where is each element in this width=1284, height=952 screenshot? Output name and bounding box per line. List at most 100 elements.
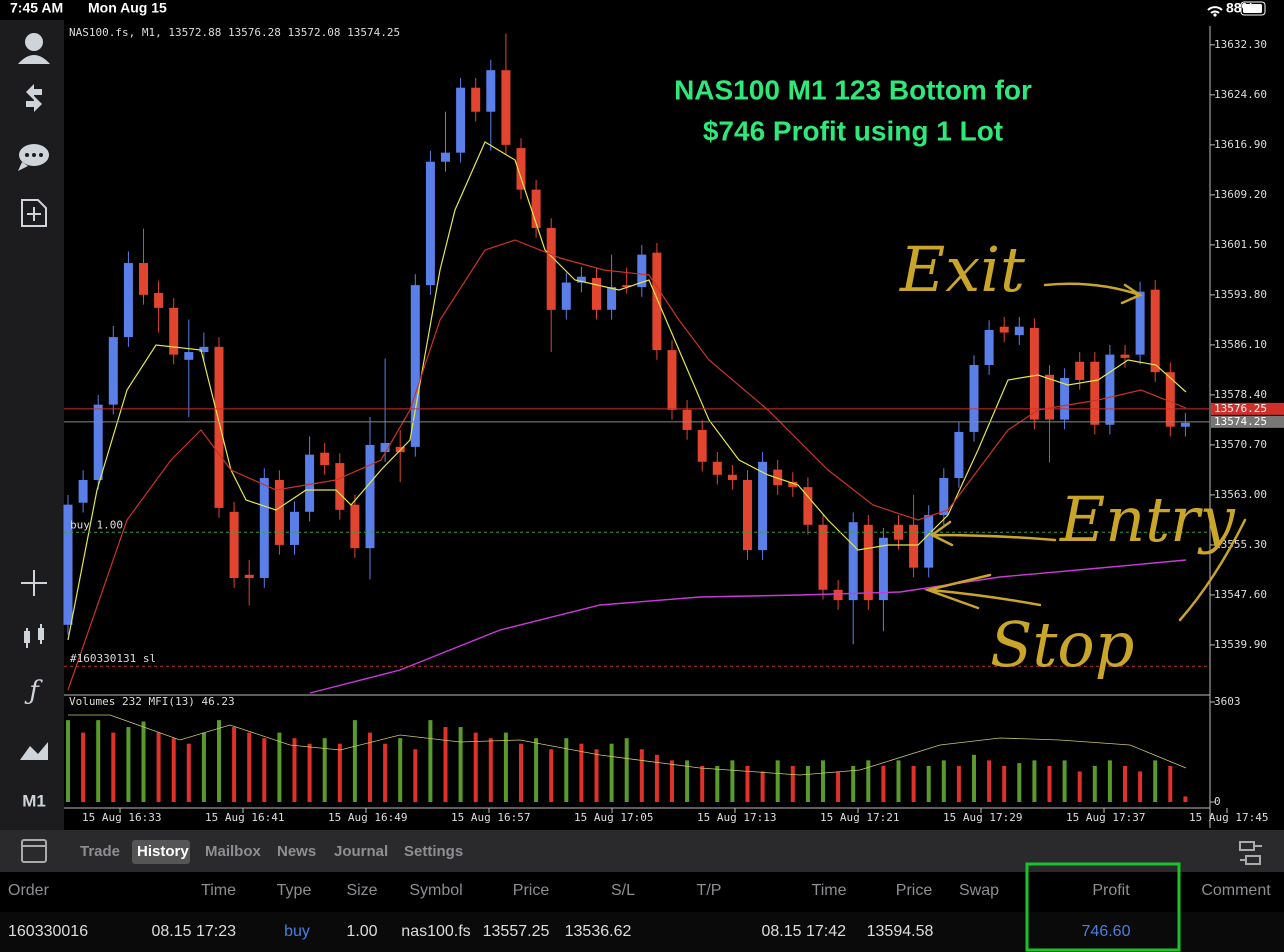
candle-body (78, 479, 88, 503)
candle-body (335, 463, 345, 510)
bid-tag (1211, 415, 1284, 428)
bid-tag-label: 13574.25 (1214, 415, 1267, 428)
annotation-title: $746 Profit using 1 Lot (703, 115, 1003, 146)
volume-bar (262, 738, 267, 802)
tab[interactable]: Trade (80, 843, 120, 860)
candle-body (365, 444, 375, 549)
candle-body (954, 431, 964, 479)
volume-bar (368, 732, 372, 802)
volume-bar (292, 738, 297, 802)
column-header: S/L (611, 882, 635, 899)
price-tick-label: 13555.30 (1214, 538, 1267, 551)
layout-icon[interactable] (1239, 841, 1262, 865)
candle-body (320, 452, 330, 466)
indicators-icon[interactable]: ƒ (24, 676, 43, 706)
volume-bar (987, 760, 992, 802)
volume-bar (760, 771, 765, 802)
column-header: Price (896, 882, 933, 899)
volume-bar (790, 765, 795, 802)
volume-bar (519, 743, 523, 802)
new-order-icon[interactable] (21, 199, 47, 227)
candle-body (1045, 374, 1054, 420)
candle-body (1075, 361, 1085, 380)
volume-bar (141, 721, 146, 802)
volume-bar (488, 738, 493, 802)
column-header: Time (812, 882, 847, 899)
candle-body (1014, 326, 1024, 336)
candle-body (1029, 328, 1039, 420)
candle-body (516, 148, 526, 190)
volume-bar (579, 743, 584, 802)
candle-body (169, 307, 179, 355)
volume-bar (186, 743, 191, 802)
mfi-line (68, 714, 1187, 776)
timeframe-button[interactable]: M1 (22, 791, 46, 810)
crosshair-icon[interactable] (21, 570, 47, 596)
chart-area (64, 26, 1210, 828)
volume-bar (730, 760, 735, 802)
candle-body (682, 409, 692, 430)
tab[interactable]: History (137, 843, 189, 860)
table-cell: 08.15 17:23 (151, 923, 236, 940)
candle-body (425, 161, 435, 286)
tab[interactable]: Mailbox (205, 843, 261, 860)
tab[interactable]: Settings (404, 843, 463, 860)
chart-type-candle (38, 628, 44, 640)
candle-body (803, 487, 813, 525)
volume-bar (1138, 771, 1143, 802)
volume-bar (473, 732, 478, 802)
annotation-exit: Exit (899, 233, 1025, 306)
volume-header: Volumes 232 MFI(13) 46.23 (69, 695, 235, 708)
status-time: 7:45 AM (10, 0, 63, 16)
volume-bar (972, 754, 976, 802)
volume-bar (670, 760, 674, 802)
table-cell: 08.15 17:42 (761, 923, 846, 940)
column-header: Order (8, 882, 50, 899)
time-tick-label: 15 Aug 17:29 (943, 811, 1022, 824)
volume-bar (156, 732, 161, 802)
time-tick-label: 15 Aug 17:21 (820, 811, 899, 824)
tab[interactable]: News (277, 843, 316, 860)
tab[interactable]: Journal (334, 843, 388, 860)
volume-bar (1032, 760, 1037, 802)
long-ma (309, 559, 1187, 694)
candle-body (592, 277, 601, 310)
volume-bar (685, 760, 690, 802)
candle-body (999, 326, 1009, 333)
candle-body (637, 254, 647, 288)
candle-body (969, 365, 979, 432)
candle-body (214, 346, 224, 508)
price-tick-label: 13616.90 (1214, 138, 1267, 151)
price-tick-label: 13609.20 (1214, 188, 1267, 201)
candle-body (576, 276, 586, 283)
candle-body (652, 252, 662, 351)
candle-body (305, 454, 315, 512)
volume-bar (503, 732, 508, 802)
wifi-icon (1207, 6, 1223, 14)
time-tick-label: 15 Aug 16:41 (205, 811, 284, 824)
column-header: Price (513, 882, 550, 899)
fast-ma (67, 141, 1187, 641)
column-header: Time (201, 882, 236, 899)
volume-bar (881, 765, 886, 802)
objects-icon[interactable] (20, 742, 48, 760)
calendar-icon[interactable] (21, 839, 47, 863)
volume-bar (66, 720, 70, 802)
volume-bar (700, 765, 705, 802)
volume-bar (775, 760, 780, 802)
volume-bar (1047, 765, 1052, 802)
price-tick-label: 13547.60 (1214, 588, 1267, 601)
candle-body (788, 481, 798, 488)
annotation-entry: Entry (1059, 483, 1236, 556)
account-icon[interactable] (25, 33, 43, 51)
price-tick-label: 13593.80 (1214, 288, 1267, 301)
volume-bar (383, 743, 388, 802)
profit-highlight (1025, 862, 1181, 952)
candle-body (667, 350, 677, 410)
stop-stroke (1178, 518, 1247, 622)
candle-body (863, 524, 873, 601)
trade-icon[interactable] (26, 84, 42, 112)
candle-body (184, 352, 194, 360)
volume-bar (609, 743, 614, 802)
